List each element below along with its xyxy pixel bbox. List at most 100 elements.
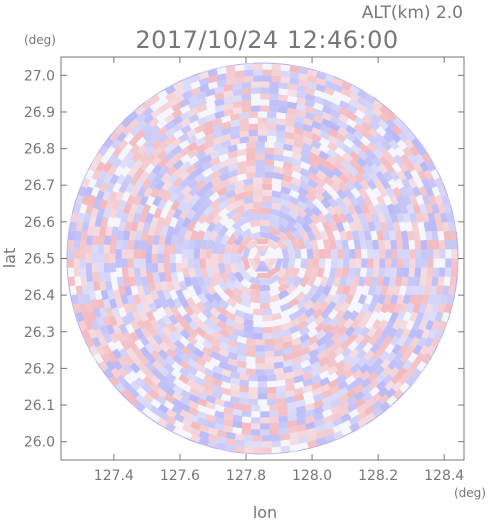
field-cell	[150, 367, 162, 379]
field-cell	[442, 221, 450, 232]
field-cell	[214, 85, 225, 94]
field-cell	[187, 258, 195, 269]
field-cell	[322, 284, 332, 296]
field-cell	[211, 183, 222, 194]
field-cell	[105, 280, 113, 291]
field-cell	[400, 352, 411, 364]
field-cell	[389, 335, 400, 347]
field-cell	[170, 199, 181, 211]
field-cell	[171, 405, 183, 415]
field-cell	[260, 81, 270, 88]
field-cell	[73, 240, 81, 250]
field-cell	[355, 221, 364, 232]
field-cell	[179, 146, 191, 157]
field-cell	[323, 338, 335, 349]
field-cell	[413, 230, 421, 241]
field-cell	[184, 305, 195, 317]
field-cell	[278, 94, 289, 102]
field-cell	[372, 99, 383, 110]
field-cell	[187, 358, 199, 369]
field-cell	[322, 221, 332, 233]
field-cell	[66, 294, 67, 305]
field-cell	[99, 324, 109, 336]
field-cell	[375, 133, 386, 145]
field-cell	[285, 283, 297, 295]
field-cell	[410, 336, 420, 348]
field-cell	[233, 322, 245, 331]
field-cell	[318, 301, 330, 313]
field-cell	[149, 405, 161, 416]
field-cell	[356, 157, 368, 168]
field-cell	[250, 405, 261, 412]
field-cell	[415, 294, 424, 305]
field-cell	[139, 195, 149, 206]
field-cell	[368, 379, 380, 390]
field-cell	[419, 276, 427, 287]
field-cell	[212, 365, 223, 375]
field-cell	[227, 364, 238, 373]
field-cell	[273, 355, 284, 363]
field-cell	[122, 124, 134, 136]
field-cell	[159, 298, 169, 310]
field-cell	[349, 258, 356, 269]
field-cell	[225, 431, 236, 440]
field-cell	[421, 294, 430, 305]
field-cell	[79, 258, 86, 268]
field-cell	[203, 146, 215, 156]
field-cell	[184, 200, 195, 212]
field-cell	[328, 220, 339, 232]
field-cell	[128, 118, 140, 130]
field-cell	[152, 272, 160, 283]
field-cell	[80, 276, 88, 287]
field-cell	[146, 272, 154, 283]
field-cell	[282, 353, 294, 362]
field-cell	[227, 163, 239, 172]
field-cell	[124, 355, 135, 367]
field-cell	[316, 62, 327, 68]
field-cell	[385, 258, 392, 268]
field-cell	[56, 231, 63, 241]
field-cell	[297, 238, 307, 250]
field-cell	[409, 212, 418, 223]
field-cell	[201, 353, 213, 363]
field-cell	[118, 323, 129, 335]
field-cell	[245, 350, 256, 358]
field-cell	[451, 249, 458, 259]
field-cell	[257, 393, 268, 400]
field-cell	[363, 108, 375, 119]
field-cell	[80, 353, 90, 365]
field-cell	[311, 300, 322, 312]
y-axis-label: lat	[0, 248, 19, 269]
field-cell	[90, 207, 99, 219]
field-cell	[223, 425, 234, 433]
field-cell	[361, 334, 372, 346]
field-cell	[456, 203, 459, 214]
field-cell	[148, 302, 158, 314]
field-cell	[165, 372, 177, 383]
field-cell	[131, 151, 142, 163]
field-cell	[112, 397, 124, 409]
field-cell	[259, 284, 271, 292]
field-cell	[432, 239, 440, 250]
field-cell	[214, 110, 225, 119]
field-cell	[425, 320, 435, 331]
field-cell	[345, 382, 357, 393]
field-cell	[205, 414, 216, 423]
field-cell	[308, 284, 319, 296]
field-cell	[211, 130, 223, 139]
field-cell	[432, 267, 440, 278]
field-cell	[257, 387, 268, 394]
field-cell	[139, 249, 146, 259]
field-cell	[293, 121, 305, 130]
field-cell	[371, 106, 383, 117]
field-cell	[373, 258, 380, 268]
field-cell	[353, 203, 364, 215]
field-cell	[68, 230, 76, 241]
field-cell	[194, 124, 206, 134]
field-cell	[296, 306, 308, 317]
field-cell	[145, 293, 154, 305]
field-cell	[224, 324, 236, 335]
field-cell	[109, 130, 120, 142]
field-cell	[198, 437, 210, 446]
field-cell	[398, 374, 409, 386]
